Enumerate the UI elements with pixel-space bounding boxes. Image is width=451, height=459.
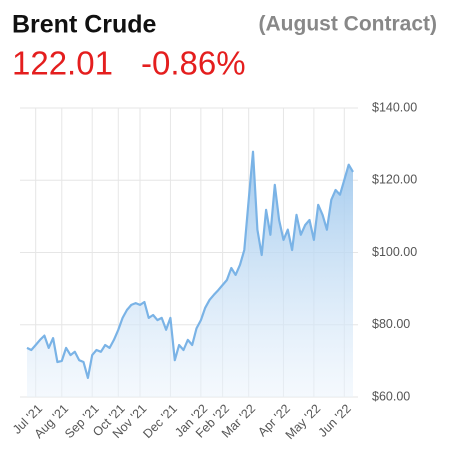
change: -0.86% <box>141 45 246 82</box>
chart-title: Brent Crude <box>12 11 157 39</box>
y-tick-label: $60.00 <box>372 389 410 403</box>
x-tick-label: Jun '22 <box>316 402 354 440</box>
x-tick-label: Dec '21 <box>140 402 180 442</box>
price: 122.01 <box>12 45 113 82</box>
y-tick-label: $120.00 <box>372 173 417 187</box>
area <box>27 151 353 397</box>
y-tick-label: $100.00 <box>372 245 417 259</box>
y-tick-label: $80.00 <box>372 317 410 331</box>
y-tick-label: $140.00 <box>372 100 417 114</box>
line <box>26 150 354 379</box>
subtitle: (August Contract) <box>259 13 437 36</box>
